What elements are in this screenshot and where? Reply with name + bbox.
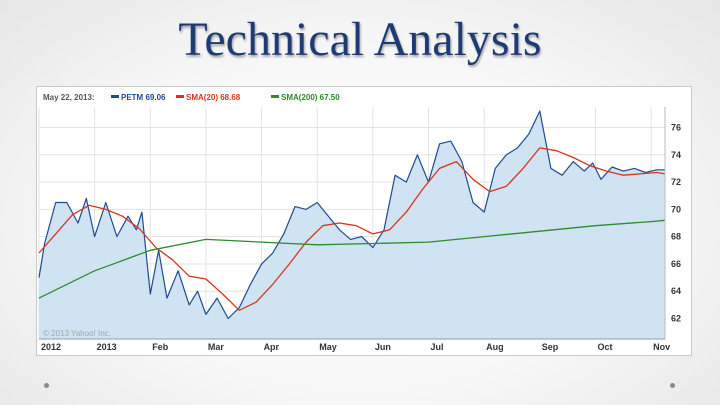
x-tick-label: Aug	[486, 342, 504, 352]
legend-swatch-sma200	[271, 95, 279, 98]
x-tick-label: 2012	[41, 342, 61, 352]
x-tick-label: Apr	[264, 342, 280, 352]
y-tick-label: 72	[671, 177, 681, 187]
x-tick-label: 2013	[97, 342, 117, 352]
x-axis: 2012 2013 Feb Mar Apr May Jun Jul Aug Sep Oct Nov	[39, 338, 670, 352]
y-tick-label: 76	[671, 122, 681, 132]
x-tick-label: Oct	[597, 342, 612, 352]
series-line-petm	[38, 110, 665, 320]
slide-title: Technical Analysis	[178, 13, 542, 66]
legend-date: May 22, 2013:	[43, 93, 95, 102]
y-tick-label: 74	[671, 150, 681, 160]
series-line-sma-200	[38, 219, 666, 299]
legend-swatch-petm	[111, 95, 119, 98]
x-tick-label: May	[319, 342, 337, 352]
x-tick-label: Feb	[152, 342, 169, 352]
y-tick-label: 70	[671, 204, 681, 214]
x-tick-label: Nov	[653, 342, 670, 352]
legend-label-sma20: SMA(20) 68.68	[186, 93, 241, 102]
series-line-sma-20	[38, 147, 666, 311]
stock-chart: 62 64 66 68 70 72 74 76 2012 2013 Feb Mar Apr May Jun…	[36, 86, 692, 356]
y-tick-label: 64	[671, 286, 681, 296]
slide-bullet-left	[44, 383, 49, 388]
x-tick-label: Mar	[208, 342, 225, 352]
chart-svg: 62 64 66 68 70 72 74 76 2012 2013 Feb Mar Apr May Jun…	[38, 93, 681, 352]
x-tick-label: Jul	[431, 342, 444, 352]
y-axis: 62 64 66 68 70 72 74 76	[664, 107, 681, 339]
x-tick-label: Jun	[375, 342, 391, 352]
legend: May 22, 2013: PETM 69.06 SMA(20) 68.68 S…	[43, 93, 340, 102]
series-lines	[38, 110, 666, 320]
price-area	[39, 111, 665, 339]
petm-area-fill	[39, 111, 665, 339]
legend-label-sma200: SMA(200) 67.50	[281, 93, 340, 102]
slide-bullet-right	[670, 383, 675, 388]
y-tick-label: 62	[671, 314, 681, 324]
y-tick-label: 68	[671, 232, 681, 242]
x-tick-label: Sep	[542, 342, 559, 352]
legend-label-petm: PETM 69.06	[121, 93, 166, 102]
y-tick-label: 66	[671, 259, 681, 269]
copyright-text: © 2013 Yahoo! Inc.	[43, 329, 111, 338]
legend-swatch-sma20	[176, 95, 184, 98]
